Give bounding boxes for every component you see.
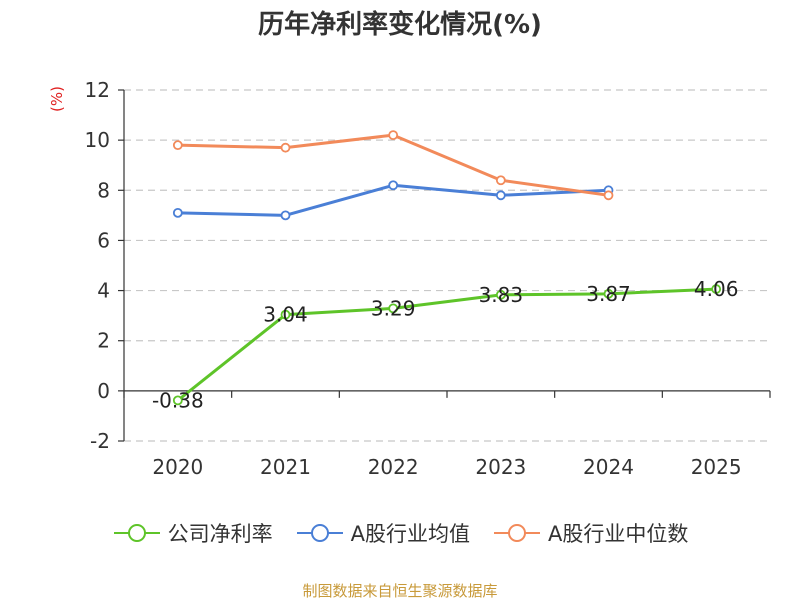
point-industry_median-2023 (495, 175, 506, 186)
data-source-note: 制图数据来自恒生聚源数据库 (302, 582, 498, 600)
y-tick-label-6: 6 (97, 228, 110, 252)
x-tick-label-2022: 2022 (368, 455, 419, 479)
legend-label-industry-avg: A股行业均值 (350, 522, 470, 546)
chart-title: 历年净利率变化情况(%) (258, 10, 542, 40)
series-lines (172, 130, 722, 406)
legend-label-industry-median: A股行业中位数 (548, 522, 689, 546)
data-label-2023: 3.83 (479, 283, 524, 307)
y-tick-label-8: 8 (97, 178, 110, 202)
x-tick-label-2024: 2024 (583, 455, 634, 479)
legend-item-industry-avg[interactable]: A股行业均值 (295, 518, 470, 548)
data-label-2020: -0.38 (152, 388, 204, 412)
point-industry_avg-2022 (388, 180, 399, 191)
y-tick-label--2: -2 (90, 429, 110, 453)
point-company-2024 (603, 288, 614, 299)
series-line-company (176, 287, 717, 402)
legend-industry-avg-line-icon (296, 524, 343, 542)
point-company-2020 (172, 395, 183, 406)
grid-lines (124, 89, 770, 442)
legend-label-company: 公司净利率 (167, 522, 273, 546)
y-tick-label-4: 4 (97, 279, 110, 303)
data-label-2025: 4.06 (694, 277, 739, 301)
y-tick-label-2: 2 (97, 329, 110, 353)
point-industry_median-2020 (172, 140, 183, 151)
data-label-2024: 3.87 (586, 282, 631, 306)
point-industry_avg-2023 (495, 190, 506, 201)
legend: 公司净利率 A股行业均值 A股行业中位数 (0, 518, 800, 548)
point-company-2023 (495, 289, 506, 300)
point-company-2021 (280, 309, 291, 320)
point-industry_avg-2020 (172, 207, 183, 218)
axes: -2 0 2 4 6 8 10 12 2020 2021 2022 2023 2024 2025 (85, 78, 771, 479)
x-tick-label-2021: 2021 (260, 455, 311, 479)
point-company-2022 (388, 303, 399, 314)
point-industry_median-2021 (280, 142, 291, 153)
y-tick-label-12: 12 (85, 78, 110, 102)
y-tick-label-0: 0 (97, 379, 110, 403)
data-label-2022: 3.29 (371, 296, 416, 320)
point-industry_median-2022 (388, 130, 399, 141)
x-tick-label-2025: 2025 (691, 455, 742, 479)
x-tick-label-2020: 2020 (152, 455, 203, 479)
data-labels: -0.38 3.04 3.29 3.83 3.87 4.06 (152, 277, 738, 412)
x-tick-label-2023: 2023 (475, 455, 526, 479)
legend-item-industry-median[interactable]: A股行业中位数 (492, 518, 688, 548)
point-industry_median-2024 (603, 190, 614, 201)
legend-item-company[interactable]: 公司净利率 (112, 518, 273, 548)
legend-company-line-icon (113, 524, 160, 542)
legend-industry-median-line-icon (494, 524, 540, 542)
data-label-2021: 3.04 (263, 303, 308, 327)
y-tick-label-10: 10 (85, 128, 110, 152)
point-industry_avg-2021 (280, 210, 291, 221)
point-company-2025 (711, 284, 722, 294)
